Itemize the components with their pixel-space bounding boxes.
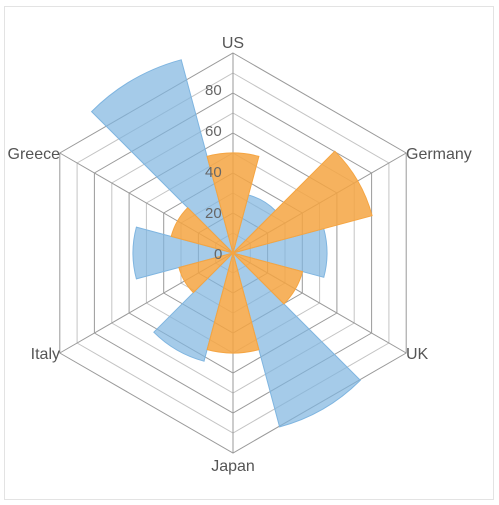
wedge-blue-greece[interactable] xyxy=(90,59,234,255)
wedge-orange-japan[interactable] xyxy=(206,251,260,354)
category-label-greece: Greece xyxy=(8,146,61,163)
wedge-orange-uk[interactable] xyxy=(231,252,304,305)
category-label-us: US xyxy=(222,35,244,52)
radial-tick-labels: 0 20 40 60 80 xyxy=(205,82,222,263)
wedge-orange-germany[interactable] xyxy=(231,150,373,254)
wedge-blue-italy[interactable] xyxy=(132,226,235,280)
wedge-orange-greece[interactable] xyxy=(170,206,235,254)
wedge-orange-italy[interactable] xyxy=(178,252,235,294)
series-blue xyxy=(90,59,362,428)
tick-label-80: 80 xyxy=(205,82,222,99)
tick-label-60: 60 xyxy=(205,123,222,140)
wedge-orange-us[interactable] xyxy=(206,152,260,255)
tick-label-0: 0 xyxy=(214,246,222,263)
tick-label-40: 40 xyxy=(205,164,222,181)
category-label-italy: Italy xyxy=(31,346,60,363)
category-label-uk: UK xyxy=(406,346,429,363)
wedge-blue-uk[interactable] xyxy=(232,251,362,428)
category-label-germany: Germany xyxy=(406,146,472,163)
series-orange xyxy=(170,150,373,354)
wedge-blue-japan[interactable] xyxy=(153,251,234,362)
category-label-japan: Japan xyxy=(211,458,255,475)
tick-label-20: 20 xyxy=(205,205,222,222)
category-labels: US Germany UK Japan Italy Greece xyxy=(8,35,472,475)
